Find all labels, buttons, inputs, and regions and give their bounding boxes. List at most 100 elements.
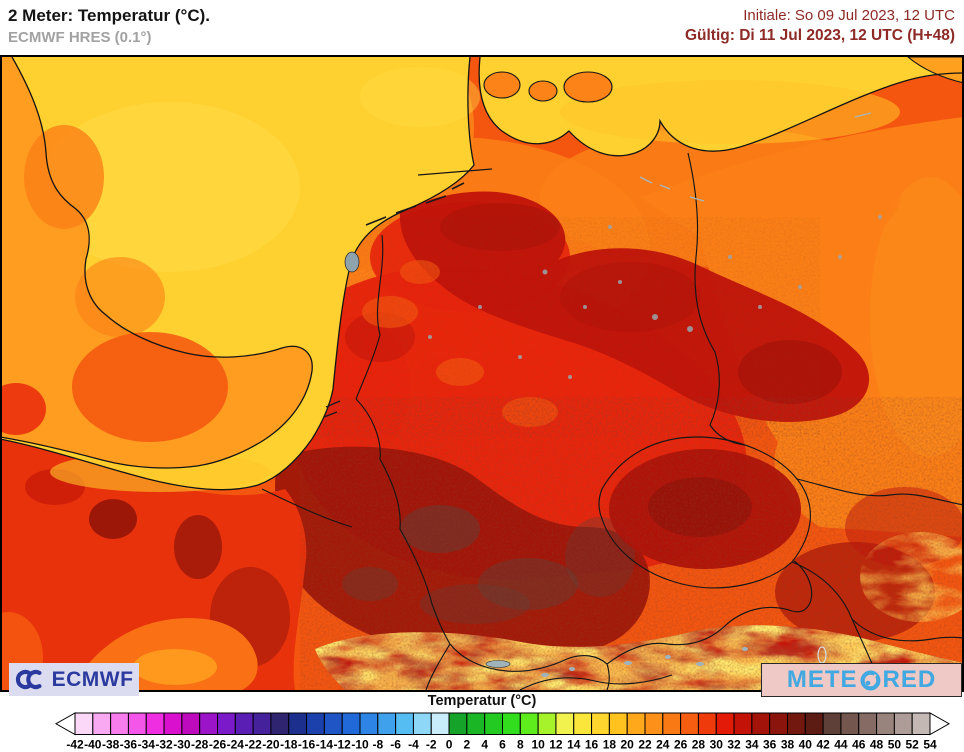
britain-coastline [0,57,313,469]
colorbar-tick: 16 [585,738,599,752]
colorbar-cell [377,712,397,735]
colorbar-tick: -32 [155,738,173,752]
colorbar-cell [715,712,735,735]
colorbar-tick: 54 [923,738,937,752]
colorbar-cell [680,712,699,735]
colorbar-tick: 30 [710,738,724,752]
colorbar-cell [787,712,806,735]
model-subtitle: ECMWF HRES (0.1°) [8,29,152,46]
colorbar-cell [430,712,450,735]
colorbar-tick: 22 [638,738,652,752]
colorbar-tick: -20 [262,738,280,752]
colorbar-cell [911,712,931,735]
colorbar-cell [181,712,201,735]
colorbar-cell [359,712,379,735]
colorbar-arrow-right [929,712,951,736]
colorbar-cell [341,712,361,735]
colorbar-cell [608,712,628,735]
colorbar-tick: 34 [745,738,759,752]
colorbar-cell [555,712,575,735]
colorbar-tick: 10 [531,738,545,752]
meteored-o-icon [860,670,880,690]
page-title: 2 Meter: Temperatur (°C). [8,6,211,25]
colorbar-tick: -14 [316,738,334,752]
colorbar-cell [395,712,414,735]
danish-island [483,71,521,99]
lakes-and-details [428,112,910,690]
colorbar-tick: -24 [227,738,245,752]
colorbar-tick: -10 [351,738,369,752]
colorbar-tick: 40 [799,738,813,752]
colorbar-cell [769,712,788,735]
colorbar-cell [217,712,236,735]
colorbar-tick: -26 [209,738,227,752]
country-borders [261,152,964,690]
colorbar-tick: -28 [191,738,209,752]
colorbar-tick: -4 [408,738,419,752]
continent-coastline [0,57,475,491]
colorbar-tick: 8 [517,738,524,752]
colorbar-tick: 14 [567,738,581,752]
colorbar-cell [893,712,913,735]
colorbar-cell [591,712,610,735]
colorbar-tick: -34 [138,738,156,752]
colorbar-tick: 42 [816,738,830,752]
ecmwf-logo: ECMWF [9,663,139,696]
colorbar-tick: 38 [781,738,795,752]
colorbar-tick: 50 [888,738,902,752]
colorbar-tick: 32 [727,738,741,752]
colorbar-cell [502,712,521,735]
colorbar-footer: Temperatur (°C) -42 -40 -38 -36 -34 -32 -30 -28… [0,692,964,752]
colorbar-tick: 12 [549,738,563,752]
colorbar-cell [876,712,895,735]
ijsselmeer [344,251,360,273]
colorbar-tick: -42 [66,738,84,752]
colorbar-cell [110,712,129,735]
colorbar-cell [733,712,753,735]
colorbar-tick: -8 [372,738,383,752]
colorbar-label: Temperatur (°C) [427,693,537,709]
colorbar-tick: 48 [870,738,884,752]
colorbar-cell [270,712,290,735]
colorbar-tick: 46 [852,738,866,752]
danish-island [563,71,613,103]
colorbar-tick: 36 [763,738,777,752]
colorbar-arrow-left [54,712,76,736]
colorbar-tick: 2 [464,738,471,752]
temperature-map [0,55,964,692]
colorbar-tick: 28 [692,738,706,752]
colorbar-cell [127,712,147,735]
ecmwf-emblem-icon [15,669,42,690]
colorbar-tick: 4 [481,738,488,752]
colorbar-cell [448,712,468,735]
colorbar-tick: -2 [426,738,437,752]
colorbar-tick: 24 [656,738,670,752]
colorbar-cell [74,712,94,735]
colorbar-cell [323,712,343,735]
colorbar-cell [92,712,112,735]
colorbar-cell [697,712,717,735]
colorbar-cell [412,712,432,735]
meteored-logo-text-post: RED [882,666,937,693]
colorbar-cell [662,712,682,735]
colorbar-cell [484,712,503,735]
colorbar-tick: 0 [446,738,453,752]
colorbar-tick: -22 [244,738,262,752]
colorbar: -42 -40 -38 -36 -34 -32 -30 -28 -26 -24 -22 -20 -18-… [54,712,951,752]
header: 2 Meter: Temperatur (°C). ECMWF HRES (0.… [0,0,964,55]
temperature-field-graphic [0,57,964,690]
colorbar-tick: 44 [834,738,848,752]
colorbar-tick: 18 [603,738,617,752]
colorbar-tick: 26 [674,738,688,752]
colorbar-cell [288,712,308,735]
colorbar-cell [163,712,183,735]
colorbar-tick: -16 [298,738,316,752]
colorbar-cell [858,712,878,735]
meteored-logo: METE RED [761,663,962,697]
colorbar-cell [626,712,646,735]
colorbar-tick: 20 [621,738,635,752]
colorbar-cell [751,712,771,735]
colorbar-tick: -18 [280,738,298,752]
colorbar-cell [145,712,165,735]
